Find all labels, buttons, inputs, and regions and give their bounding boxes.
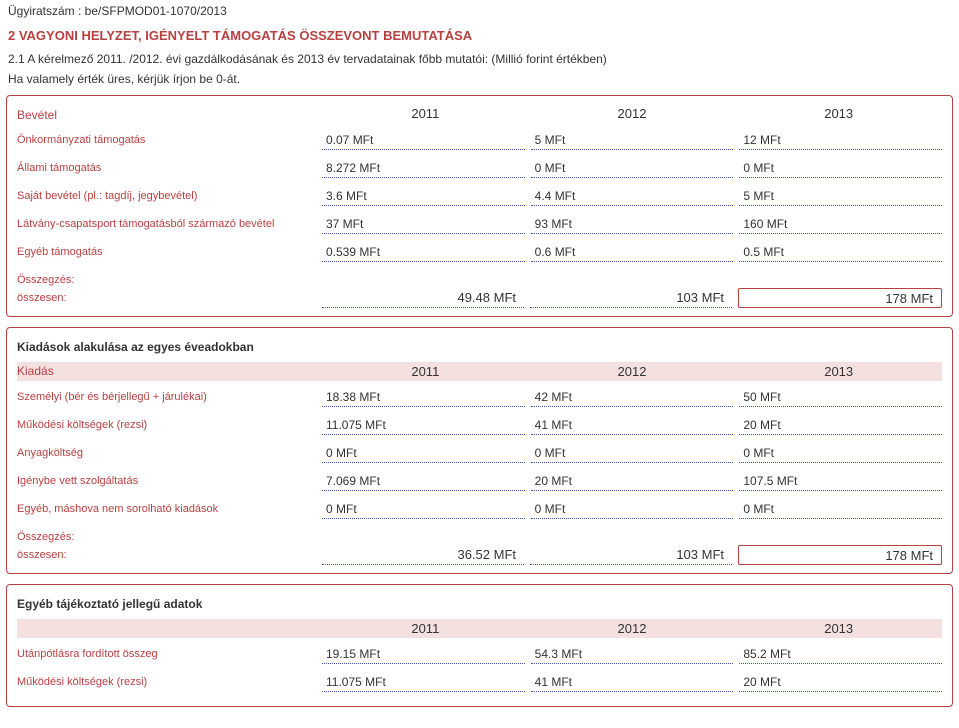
kiadas-value-cell[interactable]: 0 MFt: [322, 443, 525, 463]
intro-text-line1: 2.1 A kérelmező 2011. /2012. évi gazdálk…: [0, 49, 959, 69]
kiadas-card: Kiadások alakulása az egyes éveadokban K…: [6, 327, 953, 574]
kiadas-year-header: Kiadás 2011 2012 2013: [17, 362, 942, 381]
kiadas-total-2011: 36.52 MFt: [322, 545, 524, 565]
kiadas-year-2011: 2011: [322, 362, 529, 381]
egyeb-value-cell[interactable]: 19.15 MFt: [322, 644, 525, 664]
bevetel-value-cell[interactable]: 8.272 MFt: [322, 158, 525, 178]
egyeb-value-cell[interactable]: 20 MFt: [739, 672, 942, 692]
document-number: Ügyiratszám : be/SFPMOD01-1070/2013: [0, 0, 959, 22]
kiadas-summary-label: Összegzés:: [17, 525, 942, 545]
bevetel-row: Állami támogatás8.272 MFt 0 MFt0 MFt: [17, 156, 942, 180]
bevetel-card: Bevétel 2011 2012 2013 Önkormányzati tám…: [6, 95, 953, 317]
egyeb-value-cell[interactable]: 41 MFt: [531, 672, 734, 692]
kiadas-value-cell[interactable]: 41 MFt: [531, 415, 734, 435]
year-col-2011: 2011: [322, 106, 529, 124]
bevetel-total-label: összesen:: [17, 292, 322, 304]
kiadas-value-cell[interactable]: 0 MFt: [531, 443, 734, 463]
kiadas-total-row: összesen: 36.52 MFt 103 MFt 178 MFt: [17, 545, 942, 565]
egyeb-value-cell[interactable]: 11.075 MFt: [322, 672, 525, 692]
bevetel-total-2011: 49.48 MFt: [322, 288, 524, 308]
egyeb-card: Egyéb tájékoztató jellegű adatok 2011 20…: [6, 584, 953, 707]
kiadas-value-cell[interactable]: 50 MFt: [739, 387, 942, 407]
kiadas-row: Működési költségek (rezsi)11.075 MFt 41 M…: [17, 413, 942, 437]
year-col-2012: 2012: [529, 106, 736, 124]
kiadas-row-label: Egyéb, máshova nem sorolható kiadások: [17, 501, 322, 517]
bevetel-row-label: Látvány-csapatsport támogatásból származ…: [17, 216, 322, 232]
bevetel-row: Önkormányzati támogatás0.07 MFt 5 MFt12 M…: [17, 128, 942, 152]
kiadas-year-2013: 2013: [735, 362, 942, 381]
kiadas-total-2013: 178 MFt: [738, 545, 942, 565]
kiadas-value-cell[interactable]: 42 MFt: [531, 387, 734, 407]
bevetel-value-cell[interactable]: 37 MFt: [322, 214, 525, 234]
bevetel-value-cell[interactable]: 0.539 MFt: [322, 242, 525, 262]
kiadas-value-cell[interactable]: 7.069 MFt: [322, 471, 525, 491]
kiadas-row-label: Anyagköltség: [17, 445, 322, 461]
egyeb-year-2013: 2013: [735, 619, 942, 638]
bevetel-total-2013: 178 MFt: [738, 288, 942, 308]
kiadas-value-cell[interactable]: 20 MFt: [531, 471, 734, 491]
egyeb-year-header: 2011 2012 2013: [17, 619, 942, 638]
kiadas-row: Igénybe vett szolgáltatás7.069 MFt 20 MFt…: [17, 469, 942, 493]
bevetel-total-row: összesen: 49.48 MFt 103 MFt 178 MFt: [17, 288, 942, 308]
egyeb-value-cell[interactable]: 54.3 MFt: [531, 644, 734, 664]
bevetel-value-cell[interactable]: 0 MFt: [739, 158, 942, 178]
main-section-header: 2 VAGYONI HELYZET, IGÉNYELT TÁMOGATÁS ÖS…: [0, 22, 959, 49]
bevetel-row: Saját bevétel (pl.: tagdíj, jegybevétel)…: [17, 184, 942, 208]
kiadas-value-cell[interactable]: 0 MFt: [739, 443, 942, 463]
bevetel-value-cell[interactable]: 5 MFt: [739, 186, 942, 206]
kiadas-row-label: Igénybe vett szolgáltatás: [17, 473, 322, 489]
bevetel-row: Látvány-csapatsport támogatásból származ…: [17, 212, 942, 236]
kiadas-row: Egyéb, máshova nem sorolható kiadások0 M…: [17, 497, 942, 521]
egyeb-row-label: Utánpótlásra fordított összeg: [17, 646, 322, 662]
bevetel-value-cell[interactable]: 160 MFt: [739, 214, 942, 234]
kiadas-value-cell[interactable]: 18.38 MFt: [322, 387, 525, 407]
bevetel-value-cell[interactable]: 0.6 MFt: [531, 242, 734, 262]
year-col-2013: 2013: [735, 106, 942, 124]
egyeb-row-label: Működési költségek (rezsi): [17, 674, 322, 690]
egyeb-label-blank: [17, 619, 322, 638]
egyeb-year-2011: 2011: [322, 619, 529, 638]
bevetel-value-cell[interactable]: 3.6 MFt: [322, 186, 525, 206]
bevetel-row-label: Egyéb támogatás: [17, 244, 322, 260]
bevetel-row-label: Önkormányzati támogatás: [17, 132, 322, 148]
bevetel-year-header: Bevétel 2011 2012 2013: [17, 106, 942, 124]
kiadas-row-label: Működési költségek (rezsi): [17, 417, 322, 433]
kiadas-title: Kiadások alakulása az egyes éveadokban: [17, 338, 942, 362]
kiadas-row: Anyagköltség0 MFt0 MFt0 MFt: [17, 441, 942, 465]
bevetel-value-cell[interactable]: 93 MFt: [531, 214, 734, 234]
egyeb-row: Utánpótlásra fordított összeg19.15 MFt 54…: [17, 642, 942, 666]
egyeb-title: Egyéb tájékoztató jellegű adatok: [17, 595, 942, 619]
bevetel-row: Egyéb támogatás0.539 MFt 0.6 MFt0.5 MFt: [17, 240, 942, 264]
kiadas-row-label: Személyi (bér és bérjellegű + járulékai): [17, 389, 322, 405]
bevetel-summary-label: Összegzés:: [17, 268, 942, 288]
bevetel-value-cell[interactable]: 12 MFt: [739, 130, 942, 150]
intro-text-line2: Ha valamely érték üres, kérjük írjon be …: [0, 69, 959, 89]
kiadas-total-label: összesen:: [17, 549, 322, 561]
egyeb-year-2012: 2012: [529, 619, 736, 638]
kiadas-value-cell[interactable]: 0 MFt: [739, 499, 942, 519]
kiadas-label: Kiadás: [17, 362, 322, 381]
kiadas-value-cell[interactable]: 0 MFt: [531, 499, 734, 519]
bevetel-row-label: Állami támogatás: [17, 160, 322, 176]
bevetel-value-cell[interactable]: 4.4 MFt: [531, 186, 734, 206]
bevetel-value-cell[interactable]: 0 MFt: [531, 158, 734, 178]
bevetel-value-cell[interactable]: 5 MFt: [531, 130, 734, 150]
bevetel-row-label: Saját bevétel (pl.: tagdíj, jegybevétel): [17, 188, 322, 204]
kiadas-value-cell[interactable]: 107.5 MFt: [739, 471, 942, 491]
bevetel-value-cell[interactable]: 0.5 MFt: [739, 242, 942, 262]
kiadas-value-cell[interactable]: 0 MFt: [322, 499, 525, 519]
egyeb-row: Működési költségek (rezsi)11.075 MFt 41 M…: [17, 670, 942, 694]
bevetel-label: Bevétel: [17, 106, 322, 124]
kiadas-value-cell[interactable]: 11.075 MFt: [322, 415, 525, 435]
kiadas-row: Személyi (bér és bérjellegű + járulékai)…: [17, 385, 942, 409]
bevetel-total-2012: 103 MFt: [530, 288, 732, 308]
kiadas-total-2012: 103 MFt: [530, 545, 732, 565]
bevetel-value-cell[interactable]: 0.07 MFt: [322, 130, 525, 150]
egyeb-value-cell[interactable]: 85.2 MFt: [739, 644, 942, 664]
kiadas-year-2012: 2012: [529, 362, 736, 381]
kiadas-value-cell[interactable]: 20 MFt: [739, 415, 942, 435]
